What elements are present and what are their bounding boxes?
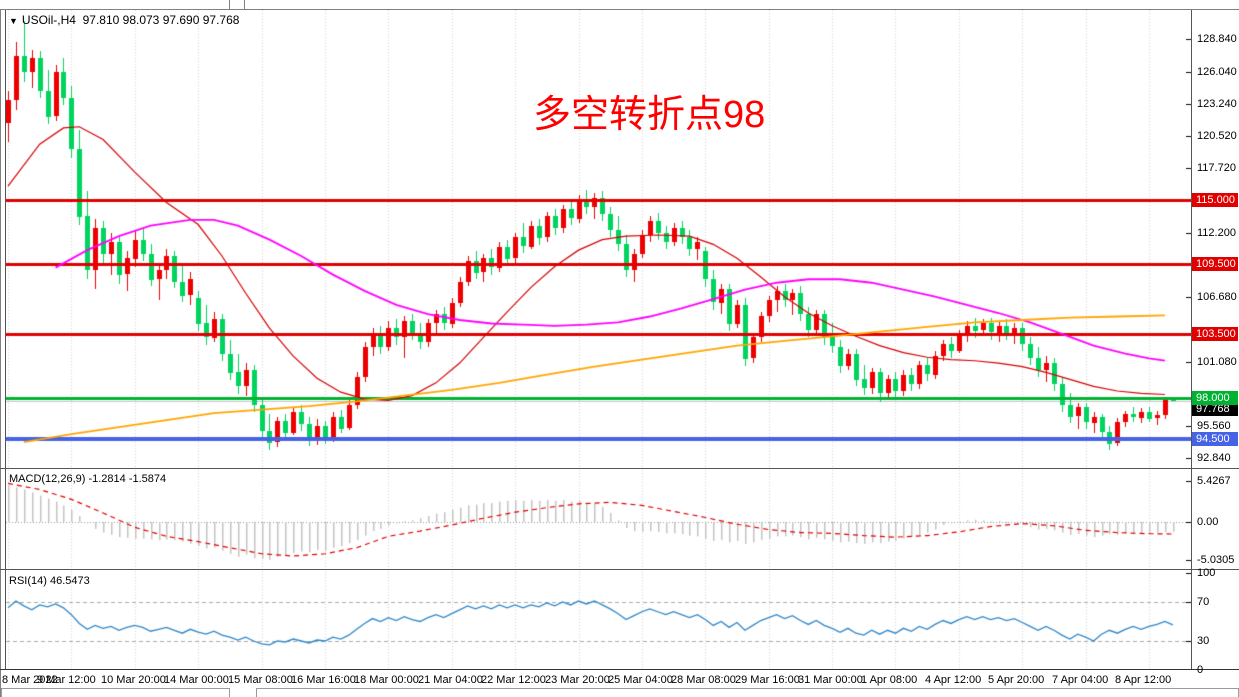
macd-indicator-label: MACD(12,26,9) -1.2814 -1.5874 — [9, 473, 167, 485]
time-axis-label: 5 Apr 20:00 — [988, 674, 1045, 686]
macd-axis-label: 0.00 — [1197, 516, 1219, 528]
time-axis-label: 4 Apr 12:00 — [925, 674, 982, 686]
time-axis-label: 8 Mar 2022 — [2, 674, 58, 686]
close-value: 97.768 — [202, 13, 240, 27]
rsi-axis-label: 100 — [1197, 567, 1216, 579]
time-axis-label: 29 Mar 16:00 — [735, 674, 800, 686]
rsi-axis-label: 0 — [1197, 664, 1204, 676]
left-window-border — [0, 9, 1, 697]
time-axis-label: 8 Apr 12:00 — [1115, 674, 1172, 686]
price-axis-label: 92.840 — [1197, 452, 1231, 464]
low-value: 97.690 — [162, 13, 200, 27]
frame-divider — [229, 0, 230, 9]
time-axis-label: 16 Mar 16:00 — [291, 674, 356, 686]
collapse-symbol-icon[interactable]: ▼ — [9, 16, 18, 26]
level-price-badge: 94.500 — [1192, 432, 1238, 446]
time-axis-label: 18 Mar 00:00 — [354, 674, 419, 686]
time-axis-label: 14 Mar 00:00 — [164, 674, 229, 686]
time-axis-label: 25 Mar 04:00 — [608, 674, 673, 686]
macd-pane-separator — [0, 468, 1239, 469]
rsi-indicator-canvas[interactable] — [6, 571, 1191, 669]
price-axis-label: 120.520 — [1197, 130, 1237, 142]
current-price-badge: 97.768 — [1192, 402, 1238, 416]
time-axis-label: 9 Mar 12:00 — [37, 674, 96, 686]
price-axis-label: 123.240 — [1197, 98, 1237, 110]
time-axis-label: 28 Mar 08:00 — [671, 674, 736, 686]
chart-annotation-text: 多空转折点98 — [533, 94, 766, 136]
price-axis-label: 101.080 — [1197, 356, 1237, 368]
open-value: 97.810 — [82, 13, 120, 27]
price-axis-border — [1191, 10, 1192, 669]
top-frame-line — [0, 9, 1239, 10]
level-price-badge: 98.000 — [1192, 391, 1238, 405]
symbol-timeframe-label: USOil-,H4 — [21, 13, 76, 27]
time-axis-label: 22 Mar 12:00 — [481, 674, 546, 686]
chart-title: ▼ USOil-,H4 97.810 98.073 97.690 97.768 — [9, 13, 239, 27]
level-price-badge: 109.500 — [1192, 257, 1238, 271]
frame-divider — [244, 0, 245, 9]
time-axis-label: 1 Apr 08:00 — [861, 674, 918, 686]
time-axis-label: 10 Mar 20:00 — [101, 674, 166, 686]
macd-axis-label: 5.4267 — [1197, 475, 1231, 487]
time-axis-line — [0, 669, 1239, 670]
time-axis-label: 21 Mar 04:00 — [418, 674, 483, 686]
level-price-badge: 103.500 — [1192, 327, 1238, 341]
rsi-pane-separator — [0, 569, 1239, 570]
price-axis-label: 95.560 — [1197, 420, 1231, 432]
bottom-left-scrollbar[interactable] — [1, 688, 230, 697]
rsi-axis-label: 70 — [1197, 596, 1210, 608]
price-axis-label: 106.680 — [1197, 291, 1237, 303]
time-axis-label: 23 Mar 20:00 — [545, 674, 610, 686]
price-axis-label: 117.720 — [1197, 162, 1236, 174]
high-value: 98.073 — [122, 13, 160, 27]
time-axis-label: 7 Apr 04:00 — [1052, 674, 1109, 686]
price-axis-label: 112.200 — [1197, 227, 1236, 239]
chart-left-border — [5, 10, 6, 669]
price-chart-canvas[interactable] — [6, 10, 1191, 467]
bottom-horizontal-scrollbar[interactable] — [256, 688, 1239, 697]
time-axis-label: 15 Mar 08:00 — [228, 674, 293, 686]
level-price-badge: 115.000 — [1192, 193, 1238, 207]
rsi-axis-label: 30 — [1197, 635, 1210, 647]
time-axis-label: 31 Mar 00:00 — [798, 674, 863, 686]
rsi-indicator-label: RSI(14) 46.5473 — [9, 575, 90, 587]
price-axis-label: 126.040 — [1197, 66, 1237, 78]
macd-indicator-canvas[interactable] — [6, 470, 1191, 568]
macd-axis-label: -5.0305 — [1197, 554, 1235, 566]
price-axis-label: 128.840 — [1197, 33, 1237, 45]
